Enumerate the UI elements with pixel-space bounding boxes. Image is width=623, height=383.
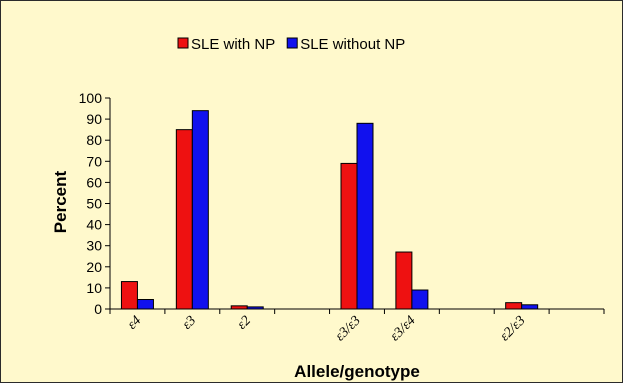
bar-without-np-7 — [521, 304, 539, 310]
y-tick-label: 40 — [86, 217, 102, 233]
y-tick-label: 0 — [94, 301, 102, 317]
legend: SLE with NP SLE without NP — [177, 36, 405, 53]
y-tick-label: 30 — [86, 238, 102, 254]
y-tick-label: 10 — [86, 280, 102, 296]
x-tick-label: ε2 — [235, 313, 254, 332]
bar-without-np-5 — [411, 289, 429, 310]
bar-without-np-0 — [136, 299, 154, 310]
x-tick-label: ε3 — [180, 313, 199, 332]
bar-with-np-1 — [175, 129, 193, 310]
x-axis-title: Allele/genotype — [294, 362, 420, 381]
y-tick-label: 100 — [79, 90, 103, 106]
bars — [120, 110, 539, 310]
x-tick-label: ε3/ε3 — [333, 313, 364, 344]
y-tick-label: 50 — [86, 196, 102, 212]
y-tick-label: 60 — [86, 174, 102, 190]
bar-with-np-5 — [395, 251, 413, 310]
x-tick-label: ε3/ε4 — [388, 313, 419, 344]
y-tick-label: 90 — [86, 111, 102, 127]
bar-with-np-7 — [505, 302, 523, 310]
legend-swatch-with-np — [177, 37, 189, 49]
y-tick-label: 20 — [86, 259, 102, 275]
bar-without-np-4 — [356, 122, 374, 310]
bar-without-np-1 — [191, 110, 209, 310]
bar-with-np-4 — [340, 162, 358, 310]
axes: 0 10 20 30 40 50 60 70 80 90 100 ε4 ε3 ε2 ε3/ε3 ε3/ε4 ε2… — [79, 90, 605, 344]
y-tick-label: 70 — [86, 153, 102, 169]
y-tick-label: 80 — [86, 132, 102, 148]
legend-label-with-np: SLE with NP — [191, 36, 275, 53]
legend-label-without-np: SLE without NP — [300, 36, 405, 53]
x-tick-label: ε4 — [125, 313, 144, 332]
x-tick-label: ε2/ε3 — [497, 313, 528, 344]
y-axis-title: Percent — [51, 170, 70, 233]
bar-with-np-0 — [120, 281, 138, 310]
legend-swatch-without-np — [286, 37, 298, 49]
